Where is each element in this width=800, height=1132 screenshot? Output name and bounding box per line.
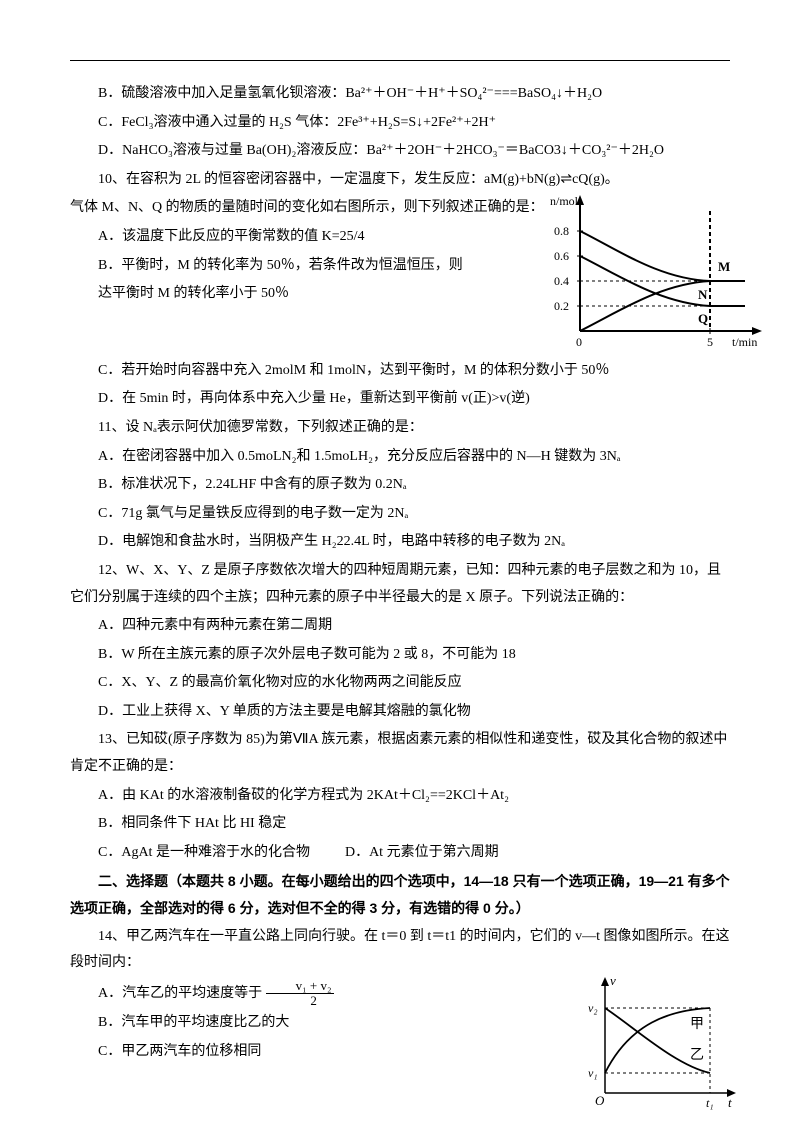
- svg-text:0.4: 0.4: [554, 274, 569, 288]
- q10-option-c: C．若开始时向容器中充入 2molM 和 1molN，达到平衡时，M 的体积分数…: [70, 358, 730, 385]
- q11-option-d: D．电解饱和食盐水时，当阴极产生 H₂22.4L 时，电路中转移的电子数为 2N…: [70, 529, 730, 556]
- svg-text:O: O: [595, 1093, 605, 1108]
- page-top-rule: [70, 60, 730, 61]
- q14-stem: 14、甲乙两汽车在一平直公路上同向行驶。在 t＝0 到 t＝t1 的时间内，它们…: [70, 924, 730, 977]
- q12-option-b: B．W 所在主族元素的原子次外层电子数可能为 2 或 8，不可能为 18: [70, 642, 730, 669]
- svg-text:v₂: v₂: [588, 1001, 598, 1015]
- q12-option-c: C．X、Y、Z 的最高价氧化物对应的水化物两两之间能反应: [70, 670, 730, 697]
- section2-heading: 二、选择题（本题共 8 小题。在每小题给出的四个选项中，14—18 只有一个选项…: [70, 868, 730, 921]
- svg-text:t/min: t/min: [732, 335, 757, 349]
- q10-chart: 0.2 0.4 0.6 0.8 n/mol 5 t/min M N Q 0: [550, 191, 770, 351]
- svg-text:0: 0: [576, 335, 582, 349]
- svg-text:Q: Q: [698, 311, 708, 326]
- q11-option-b: B．标准状况下，2.24LHF 中含有的原子数为 0.2Nₐ: [70, 472, 730, 499]
- svg-text:v: v: [610, 973, 616, 988]
- q14-frac-num: v₁ + v₂: [266, 979, 334, 994]
- q11-stem: 11、设 Nₐ表示阿伏加德罗常数，下列叙述正确的是：: [70, 415, 730, 442]
- q9-option-d: D．NaHCO₃溶液与过量 Ba(OH)₂溶液反应：Ba²⁺＋2OH⁻＋2HCO…: [70, 138, 730, 165]
- q10-option-d: D．在 5min 时，再向体系中充入少量 He，重新达到平衡前 v(正)>v(逆…: [70, 386, 730, 413]
- q13-option-a: A．由 KAt 的水溶液制备砹的化学方程式为 2KAt＋Cl₂==2KCl＋At…: [70, 783, 730, 810]
- svg-text:0.2: 0.2: [554, 299, 569, 313]
- q10-stem-1: 10、在容积为 2L 的恒容密闭容器中，一定温度下，发生反应：aM(g)+bN(…: [70, 167, 730, 194]
- svg-text:5: 5: [707, 335, 713, 349]
- q12-stem: 12、W、X、Y、Z 是原子序数依次增大的四种短周期元素，已知：四种元素的电子层…: [70, 558, 730, 611]
- svg-text:t₁: t₁: [706, 1096, 714, 1110]
- svg-text:0.6: 0.6: [554, 249, 569, 263]
- svg-text:甲: 甲: [690, 1017, 704, 1032]
- q13-option-b: B．相同条件下 HAt 比 HI 稳定: [70, 811, 730, 838]
- q13-option-cd: C．AgAt 是一种难溶于水的化合物 D．At 元素位于第六周期: [70, 840, 730, 867]
- svg-text:M: M: [718, 259, 730, 274]
- q14-fraction: v₁ + v₂ 2: [266, 979, 334, 1009]
- svg-text:n/mol: n/mol: [550, 194, 579, 208]
- q13-option-c: C．AgAt 是一种难溶于水的化合物: [98, 845, 310, 860]
- svg-text:乙: 乙: [690, 1047, 704, 1063]
- q11-option-a: A．在密闭容器中加入 0.5moLN₂和 1.5moLH₂，充分反应后容器中的 …: [70, 444, 730, 471]
- q14-frac-den: 2: [266, 994, 334, 1008]
- q9-option-b: B．硫酸溶液中加入足量氢氧化钡溶液：Ba²⁺＋OH⁻＋H⁺＋SO₄²⁻===Ba…: [70, 81, 730, 108]
- q9-option-c: C．FeCl₃溶液中通入过量的 H₂S 气体：2Fe³⁺+H₂S=S↓+2Fe²…: [70, 110, 730, 137]
- q12-option-d: D．工业上获得 X、Y 单质的方法主要是电解其熔融的氯化物: [70, 699, 730, 726]
- q13-option-d: D．At 元素位于第六周期: [345, 845, 499, 860]
- svg-text:0.8: 0.8: [554, 224, 569, 238]
- q11-option-c: C．71g 氯气与足量铁反应得到的电子数一定为 2Nₐ: [70, 501, 730, 528]
- svg-text:N: N: [698, 287, 708, 302]
- q13-stem: 13、已知砹(原子序数为 85)为第ⅦA 族元素，根据卤素元素的相似性和递变性，…: [70, 727, 730, 780]
- svg-text:t: t: [728, 1095, 732, 1110]
- q14-option-a-text: A．汽车乙的平均速度等于: [98, 986, 262, 1001]
- q14-chart: v t O v₂ v₁ t₁ 甲 乙: [580, 973, 740, 1113]
- svg-text:v₁: v₁: [588, 1066, 598, 1080]
- q12-option-a: A．四种元素中有两种元素在第二周期: [70, 613, 730, 640]
